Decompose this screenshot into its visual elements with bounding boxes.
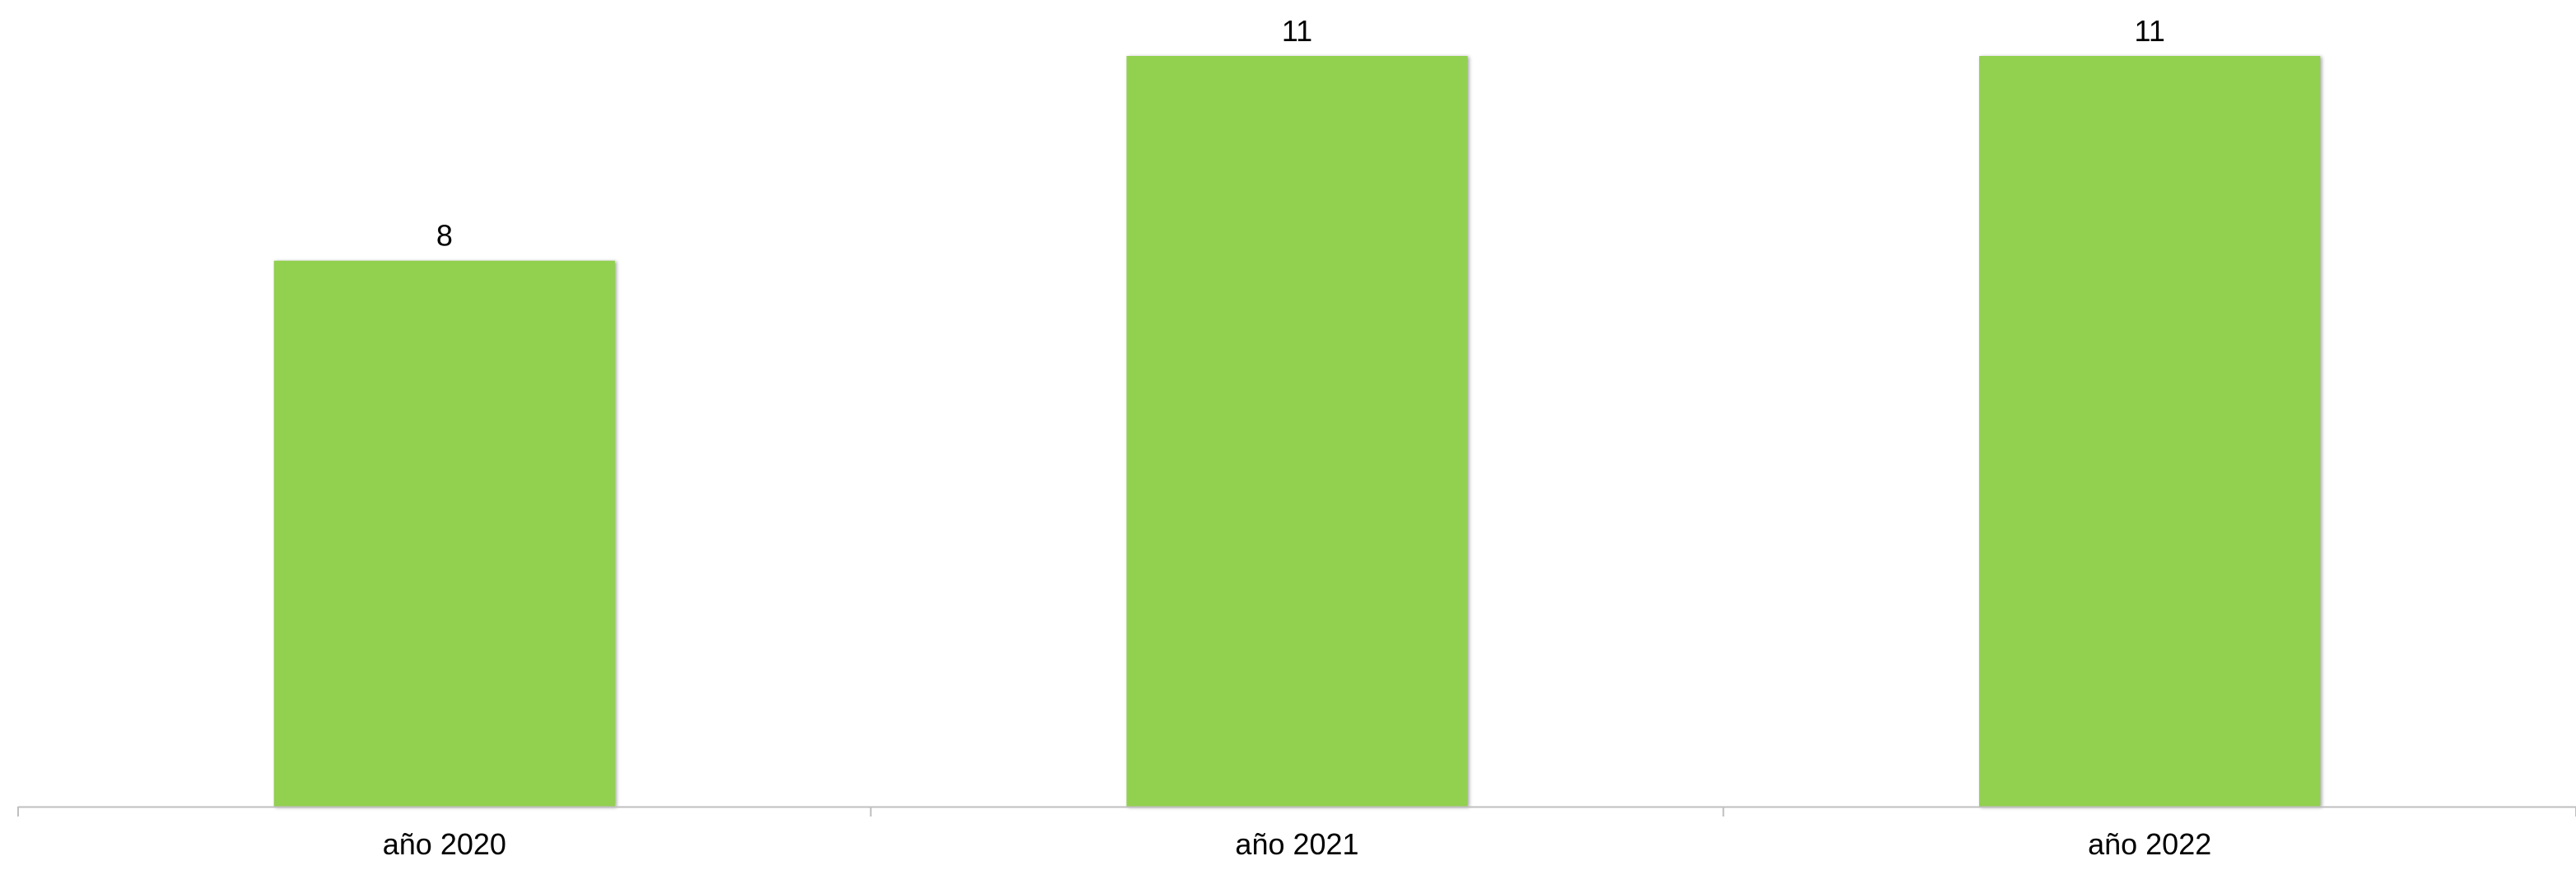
bar-1 <box>273 260 615 807</box>
bars-group <box>273 56 2321 807</box>
bar-2 <box>1126 56 1468 807</box>
x-axis-ticks <box>17 807 2576 816</box>
x-tick-label-1: año 2020 <box>383 827 506 861</box>
data-label-3: 11 <box>2134 14 2164 48</box>
data-label-2: 11 <box>1282 14 1312 48</box>
bar-3 <box>1979 56 2321 807</box>
data-label-1: 8 <box>436 219 453 253</box>
data-labels-group: 8 11 11 <box>436 14 2165 253</box>
x-axis-tick-labels: año 2020 año 2021 año 2022 <box>383 827 2211 861</box>
x-tick-label-3: año 2022 <box>2088 827 2211 861</box>
x-tick-label-2: año 2021 <box>1235 827 1358 861</box>
